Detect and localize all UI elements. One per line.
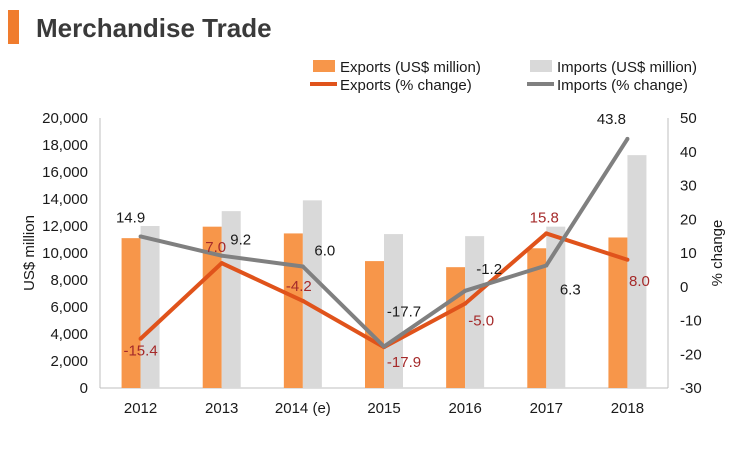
imports-bar	[384, 234, 403, 388]
right-y-tick-label: 30	[680, 178, 697, 195]
exports-bar	[527, 248, 547, 388]
x-tick-label: 2013	[205, 400, 238, 417]
left-y-axis: 0 2,000 4,000 6,000 8,000 10,000 12,000 14,000 1…	[42, 110, 88, 397]
right-y-tick-label: -30	[680, 380, 702, 397]
legend-swatch-exports-bar	[313, 60, 335, 72]
exports-change-label: -15.4	[123, 343, 157, 360]
imports-change-line-point	[544, 263, 549, 268]
right-y-tick-label: 10	[680, 245, 697, 262]
left-y-tick-label: 20,000	[42, 110, 88, 127]
imports-change-line-point	[138, 234, 143, 239]
exports-change-label: -4.2	[286, 278, 312, 295]
imports-change-label: 14.9	[116, 209, 145, 226]
left-y-tick-label: 16,000	[42, 164, 88, 181]
right-y-tick-label: 50	[680, 110, 697, 127]
exports-change-line-point	[544, 231, 549, 236]
right-y-axis: -30 -20 -10 0 10 20 30 40 50	[680, 110, 702, 397]
exports-bar	[608, 237, 628, 388]
x-tick-label: 2014 (e)	[275, 400, 331, 417]
legend-label-imports-bar: Imports (US$ million)	[557, 59, 697, 76]
exports-bar	[283, 233, 303, 388]
legend-label-exports-bar: Exports (US$ million)	[340, 59, 481, 76]
x-tick-label: 2016	[448, 400, 481, 417]
x-tick-label: 2018	[611, 400, 644, 417]
imports-change-line-point	[382, 344, 386, 349]
exports-change-line-point	[300, 298, 305, 303]
left-y-tick-label: 8,000	[50, 272, 88, 289]
imports-change-label: 9.2	[230, 232, 251, 249]
exports-change-line-point	[138, 336, 143, 341]
x-tick-label: 2012	[124, 400, 157, 417]
right-axis-label: % change	[709, 220, 726, 287]
exports-bar	[446, 267, 466, 388]
imports-change-label: 6.3	[560, 281, 581, 298]
page-title: Merchandise Trade	[36, 13, 272, 43]
x-axis: 2012 2013 2014 (e) 2015 2016 2017 2018	[99, 118, 669, 417]
exports-change-label: -17.9	[387, 354, 421, 371]
imports-change-label: -17.7	[387, 303, 421, 320]
imports-bar	[546, 226, 566, 388]
title-accent-bar	[8, 10, 19, 44]
imports-bar	[627, 155, 647, 388]
right-y-tick-label: -20	[680, 346, 702, 363]
imports-change-label: -1.2	[476, 261, 502, 278]
imports-bar	[465, 236, 485, 388]
imports-change-label: 43.8	[597, 111, 626, 128]
exports-change-line-point	[219, 261, 224, 266]
data-labels: -15.4 7.0 -4.2 -17.9 -5.0 15.8 8.0 14.9 9.2 6.0 -1…	[116, 111, 650, 371]
exports-change-label: 7.0	[205, 239, 226, 256]
bars	[121, 155, 647, 388]
left-y-tick-label: 18,000	[42, 137, 88, 154]
right-y-tick-label: 0	[680, 279, 688, 296]
legend-label-imports-line: Imports (% change)	[557, 77, 688, 94]
exports-bar	[365, 261, 384, 388]
exports-change-label: 8.0	[629, 273, 650, 290]
left-y-tick-label: 12,000	[42, 218, 88, 235]
exports-change-label: 15.8	[530, 209, 559, 226]
x-tick-label: 2017	[530, 400, 563, 417]
exports-change-line-point	[625, 257, 630, 262]
left-y-tick-label: 2,000	[50, 353, 88, 370]
lines	[138, 136, 630, 350]
imports-change-line-point	[219, 253, 224, 258]
left-y-tick-label: 0	[80, 380, 88, 397]
imports-bar	[140, 226, 160, 388]
left-y-tick-label: 6,000	[50, 299, 88, 316]
exports-change-label: -5.0	[468, 313, 494, 330]
imports-change-line-point	[625, 136, 630, 141]
legend-swatch-imports-bar	[530, 60, 552, 72]
legend-label-exports-line: Exports (% change)	[340, 77, 472, 94]
right-y-tick-label: 20	[680, 211, 697, 228]
legend: Exports (US$ million) Imports (US$ milli…	[310, 59, 697, 94]
exports-bar	[121, 238, 141, 388]
imports-change-label: 6.0	[314, 243, 335, 260]
exports-change-line-point	[463, 301, 468, 306]
imports-change-line-point	[463, 288, 468, 293]
x-tick-label: 2015	[367, 400, 400, 417]
right-y-tick-label: -10	[680, 313, 702, 330]
right-y-tick-label: 40	[680, 144, 697, 161]
imports-bar	[302, 200, 322, 388]
left-axis-label: US$ million	[21, 215, 38, 291]
left-y-tick-label: 10,000	[42, 245, 88, 262]
left-y-tick-label: 4,000	[50, 326, 88, 343]
imports-change-line-point	[300, 264, 305, 269]
left-y-tick-label: 14,000	[42, 191, 88, 208]
